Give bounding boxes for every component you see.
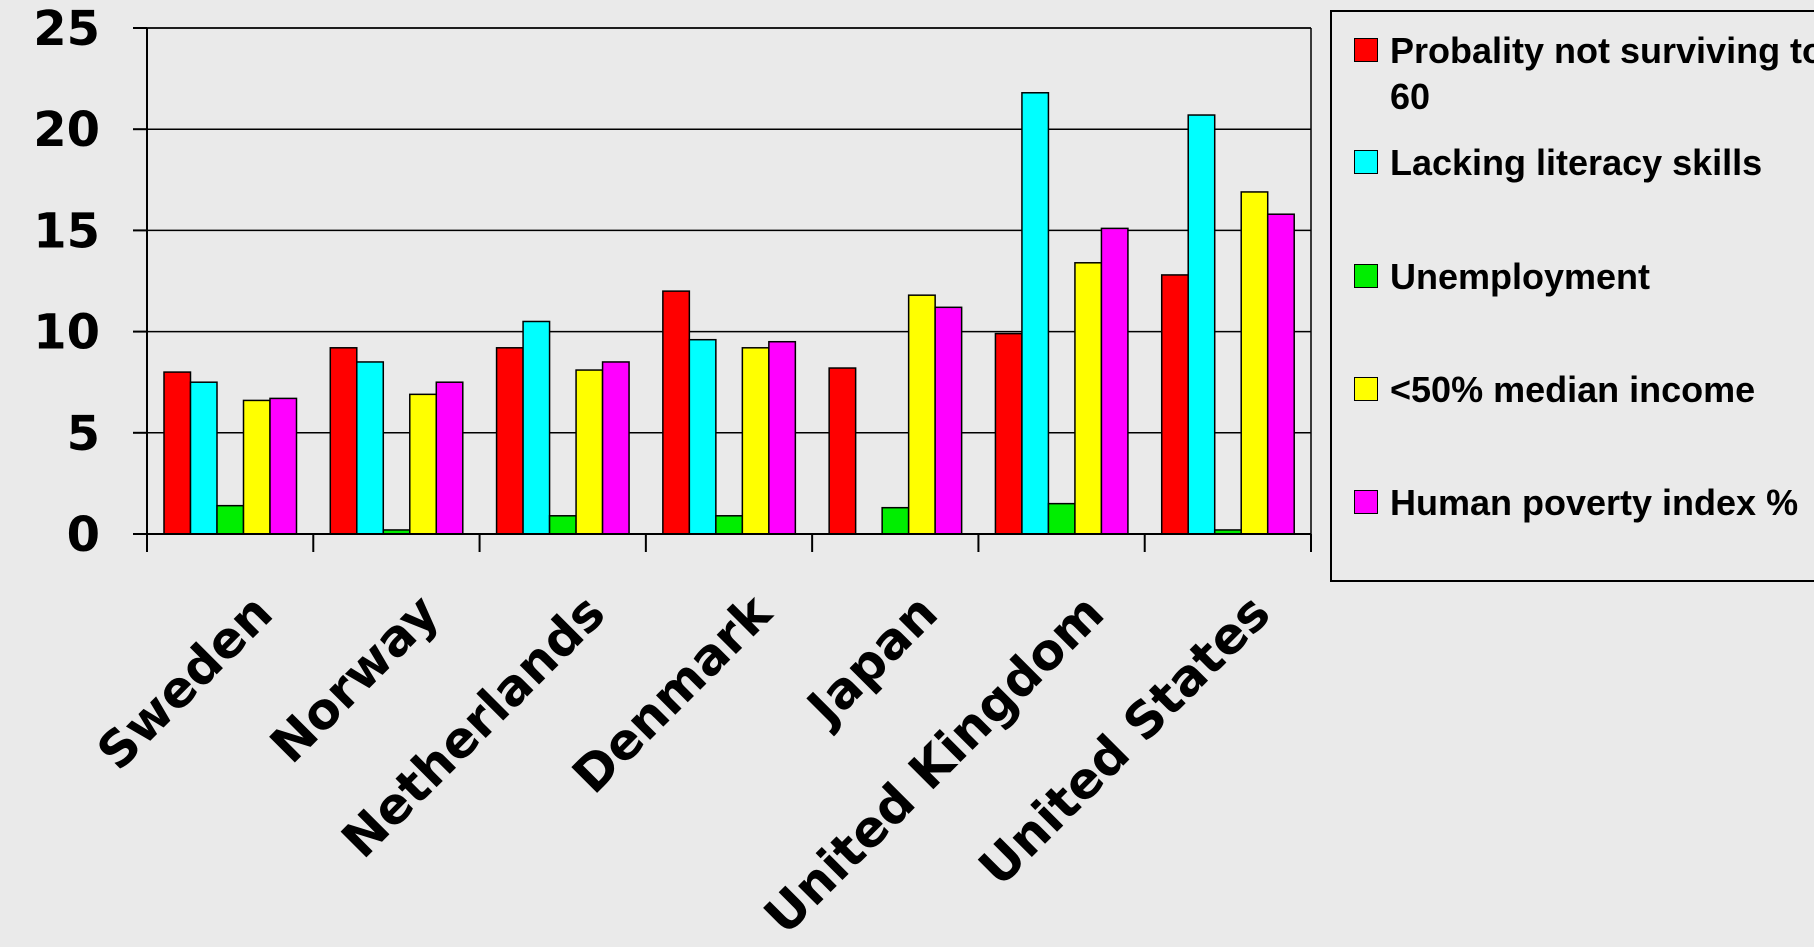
axes — [133, 27, 1312, 552]
bar-chart: 0 5 10 15 20 25 SwedenNorwayNetherlandsDenmar… — [33, 1, 1312, 945]
bar — [688, 338, 717, 535]
y-tick-label: 10 — [33, 305, 100, 361]
bar — [1047, 502, 1076, 535]
legend-label: Lacking literacy skills — [1390, 142, 1763, 183]
legend-label: Unemployment — [1390, 256, 1651, 297]
bar — [1240, 191, 1269, 535]
y-tick-labels: 0 5 10 15 20 25 — [33, 1, 100, 563]
bar — [242, 399, 271, 535]
bar — [356, 361, 385, 535]
legend-swatch — [1354, 150, 1378, 174]
bar — [1021, 92, 1050, 535]
y-tick-label: 0 — [67, 507, 100, 563]
bar — [548, 515, 577, 535]
bar — [189, 381, 218, 535]
bar — [881, 506, 910, 535]
bar — [934, 306, 963, 535]
bar — [575, 369, 604, 535]
bar — [828, 367, 857, 535]
legend-swatch — [1354, 264, 1378, 288]
gridlines — [147, 27, 1311, 434]
y-tick-label: 25 — [33, 1, 100, 57]
y-tick-label: 15 — [33, 203, 100, 259]
bar — [994, 332, 1023, 535]
bar — [495, 347, 524, 535]
bar — [435, 381, 464, 535]
y-tick-label: 5 — [67, 406, 100, 462]
bar — [1074, 262, 1103, 535]
bar — [907, 294, 936, 535]
legend-swatch — [1354, 490, 1378, 514]
legend-swatch — [1354, 377, 1378, 401]
y-tick-label: 20 — [33, 102, 100, 158]
legend: Probality not surviving to 60 Lacking lit… — [1330, 10, 1814, 582]
bar — [329, 347, 358, 535]
bar — [768, 340, 797, 535]
bar — [715, 515, 744, 535]
bar — [1187, 114, 1216, 535]
bars — [163, 92, 1295, 535]
bar — [601, 361, 630, 535]
x-tick-label: United States — [968, 583, 1282, 897]
legend-label: Human poverty index % — [1390, 482, 1799, 523]
bar — [163, 371, 192, 535]
bar — [522, 320, 551, 535]
bar — [216, 504, 245, 535]
x-tick-label: Japan — [794, 583, 948, 737]
bar — [662, 290, 691, 535]
bar — [1100, 227, 1129, 535]
legend-label: <50% median income — [1390, 369, 1756, 410]
x-tick-label: Sweden — [86, 583, 284, 781]
bar — [1266, 213, 1295, 535]
bar — [1160, 274, 1189, 535]
legend-swatch — [1354, 38, 1378, 62]
bar — [269, 397, 298, 535]
bar — [741, 347, 770, 535]
legend-label: Probality not surviving to 60 — [1390, 30, 1814, 117]
bar — [409, 393, 438, 535]
